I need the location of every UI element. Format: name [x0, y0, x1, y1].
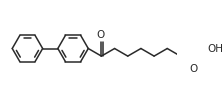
Text: O: O	[189, 64, 197, 74]
Text: OH: OH	[208, 43, 223, 54]
Text: O: O	[97, 30, 105, 40]
